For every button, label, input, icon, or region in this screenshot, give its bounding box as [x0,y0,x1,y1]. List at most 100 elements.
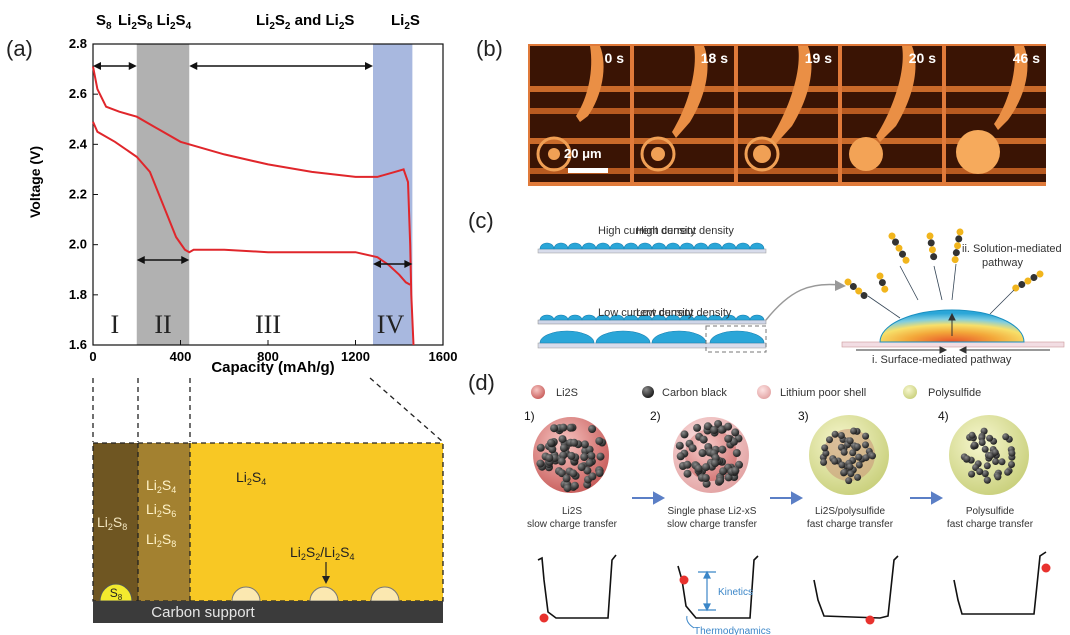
label-solution-pathway-1: ii. Solution-mediated [962,243,1062,255]
y-tick-label: 2.6 [69,86,87,101]
carbon-black-particle [569,469,578,478]
top-label-li2s: Li2S [391,12,420,32]
x-axis-label: Capacity (mAh/g) [211,359,334,376]
carbon-black-particle [849,449,857,457]
carbon-black-particle [683,460,692,469]
carbon-black-particle [983,462,991,470]
carbon-black-particle [731,428,740,437]
li2s-bubble-1 [231,586,261,602]
carbon-black-particle [862,441,869,449]
micro-time-4: 46 s [1012,50,1040,66]
carbon-black-particle [559,423,568,432]
series-line-1 [92,66,415,346]
carbon-black-particle [701,474,710,482]
y-tick-label: 1.6 [69,337,87,352]
step-num-1: 1) [524,409,535,423]
carbon-black-particle [862,432,870,440]
schematic-label-li2s4: Li2S4 [146,477,176,495]
carbon-black-particle [558,435,567,444]
arrow-region-ii-head-l [136,256,145,264]
carbon-black-particle [548,445,557,454]
arrow-region-s8-head-l [93,62,101,70]
y-tick-label: 1.8 [69,287,87,302]
schematic-col-li2s8 [93,443,138,601]
carbon-black-particle [831,430,839,438]
carbon-black-particle [562,474,571,483]
carbon-black-particle [583,466,592,475]
micro-frame-2: 19 s [738,46,838,182]
panel-label-a: (a) [6,36,33,61]
carbon-black-particle [853,443,861,451]
legend-li2s: Li2S [556,387,578,399]
carbon-black-particle [976,468,984,476]
step-2-caption-2: slow charge transfer [667,519,758,530]
carbon-black-particle [550,424,559,433]
carbon-black-particle [588,472,597,481]
s8-bubble [99,583,133,602]
x-tick-label: 0 [89,349,96,364]
carbon-black-particle [595,437,604,445]
micro-frame-3: 20 s [842,46,942,182]
arrow-region-s8-head-r [128,62,137,70]
carbon-black-particle [718,445,727,454]
solution-arrows [867,263,1015,319]
carbon-black-particle [570,438,579,447]
carbon-black-particle [981,470,989,478]
carbon-black-particle [735,460,743,469]
panel-label-c: (c) [468,208,494,233]
label-high-current: High current density [636,225,734,237]
band-2 [373,44,413,345]
schematic-label-li2s4-rich: Li2S4 [236,469,266,487]
panel-label-b: (b) [476,36,503,61]
region-label-iv: IV [377,310,405,339]
carbon-black-particle [847,470,855,478]
carbon-black-particle [585,445,594,454]
region-label-iii: III [255,310,281,339]
low-current-islands [539,330,765,344]
top-label-li2s2-and-li2s: Li2S2 and Li2S [256,12,354,32]
schematic-col-li2s4 [138,443,190,601]
step-3-caption-2: fast charge transfer [807,519,894,530]
panel-a-figure: S8 Li2S8 Li2S4 Li2S2 and Li2S Li2S 0 400 8… [27,12,458,623]
carbon-black-particle [983,476,991,484]
micro-frame-0: 0 s 20 μm [530,46,630,182]
y-tick-label: 2.4 [69,136,88,151]
y-tick-label: 2.2 [69,187,87,202]
carbon-black-particle [676,452,685,461]
carbon-black-particle [711,459,719,468]
carbon-black-particle [587,451,596,460]
carbon-black-particle [986,434,994,442]
legend-polysulfide: Polysulfide [928,387,981,399]
schematic-label-li2s8: Li2S8 [97,514,127,532]
label-thermodynamics: Thermodynamics [694,626,771,635]
carbon-black-particle [694,464,703,473]
carbon-black-particle [559,451,568,460]
carbon-black-particle [855,461,863,469]
carbon-black-particle [588,425,597,433]
carbon-black-particle [846,463,854,471]
li2s-bubble-3 [370,586,400,602]
micro-time-2: 19 s [804,50,832,66]
carbon-black-particle [580,453,589,461]
label-high-current-density: High current density [598,225,696,237]
carbon-black-particle [566,423,575,432]
scale-bar-label: 20 μm [564,146,602,161]
carbon-support-label: Carbon support [151,604,255,621]
carbon-black-particle [567,451,576,460]
carbon-black-particles [536,420,1016,493]
carbon-black-particle [719,467,728,476]
carbon-black-particle [724,422,733,431]
micro-time-1: 18 s [700,50,728,66]
carbon-black-particle [596,452,605,461]
carbon-black-particle [831,457,839,465]
arrow-region-iv-head-r [404,260,413,268]
carbon-black-particle [992,458,1000,465]
carbon-black-particle [563,484,572,493]
high-current-deposits [539,314,765,321]
high-current-islands [539,242,765,250]
carbon-black-particle [821,444,829,452]
carbon-black-particle [724,434,733,443]
